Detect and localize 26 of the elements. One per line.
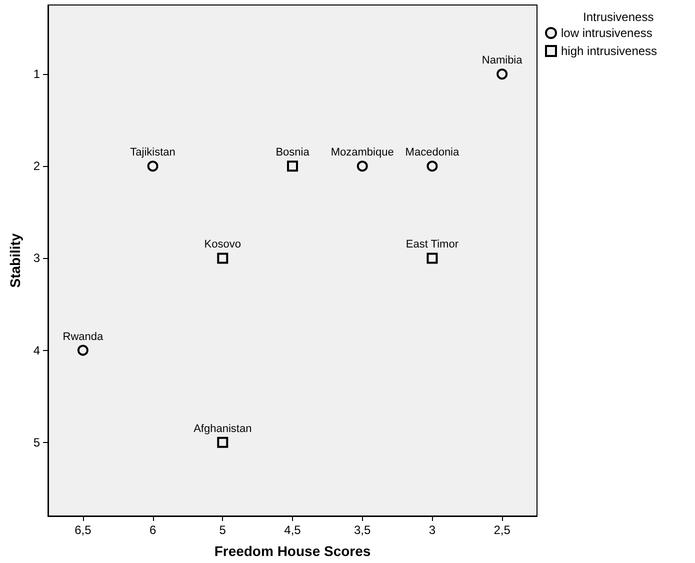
legend-label: high intrusiveness: [561, 44, 658, 58]
x-tick-label: 6: [149, 523, 156, 537]
annotation: Macedonia: [405, 146, 460, 159]
legend-title: Intrusiveness: [583, 10, 654, 24]
annotation: Afghanistan: [194, 422, 252, 435]
annotation: Kosovo: [204, 238, 241, 251]
x-tick-label: 4,5: [284, 523, 302, 537]
annotation: Namibia: [482, 54, 524, 67]
y-tick-label: 4: [33, 343, 40, 358]
x-tick-label: 5: [219, 523, 226, 537]
annotation: Mozambique: [330, 146, 394, 159]
x-tick-label: 3,5: [354, 523, 372, 537]
annotation: Tajikistan: [130, 146, 176, 159]
y-tick-label: 3: [33, 251, 40, 266]
y-tick-label: 2: [33, 159, 40, 174]
x-tick-label: 3: [428, 523, 436, 537]
annotation: Rwanda: [62, 330, 104, 343]
y-axis-title: Stability: [7, 233, 23, 288]
y-tick-label: 1: [33, 67, 40, 82]
legend-label: low intrusiveness: [561, 26, 652, 40]
x-axis-title: Freedom House Scores: [214, 543, 371, 559]
x-tick-label: 2,5: [494, 523, 511, 537]
y-tick-label: 5: [33, 435, 40, 450]
annotation: East Timor: [406, 238, 459, 251]
x-tick-label: 6,5: [74, 523, 92, 537]
annotation: Bosnia: [276, 146, 310, 159]
